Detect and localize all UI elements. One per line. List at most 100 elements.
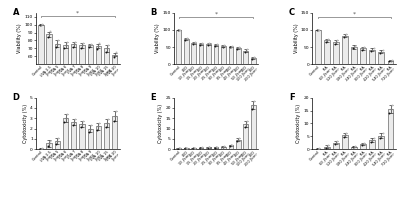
Point [370,47,377,50]
Bar [324,40,330,64]
Point [87,127,93,130]
Point [176,147,182,150]
Point [53,142,60,146]
Point [197,43,203,47]
Point [70,45,76,49]
Bar [236,48,241,64]
Point [88,124,94,127]
Bar [199,148,204,149]
Point [86,130,92,133]
Point [221,43,228,47]
Point [249,57,256,60]
Bar [315,30,321,64]
Point [325,37,331,40]
Point [190,41,197,45]
Bar [244,124,248,149]
Point [386,60,392,63]
Point [316,147,322,150]
Bar [214,147,218,149]
Point [250,103,256,106]
Point [61,121,68,124]
Point [190,146,197,150]
Point [183,37,189,41]
Point [352,144,358,147]
Bar [38,25,44,104]
Bar [206,44,211,64]
Point [55,136,62,140]
Point [334,140,340,143]
Point [45,144,51,148]
Point [236,45,242,48]
Point [387,108,394,111]
Bar [191,43,196,64]
Point [343,33,350,36]
Point [95,125,102,128]
Point [244,120,250,123]
Point [62,117,69,120]
Point [78,46,84,49]
Point [197,146,203,150]
Point [314,28,321,32]
Bar [176,148,181,149]
Point [332,42,338,45]
Point [94,128,100,131]
Point [37,147,43,151]
Point [360,143,366,146]
Bar [63,45,68,104]
Point [359,48,365,52]
Bar [191,148,196,149]
Point [324,39,330,42]
Point [176,28,182,32]
Point [350,146,356,149]
Point [80,120,86,123]
Point [324,145,330,148]
Point [45,36,51,39]
Point [80,41,86,45]
Bar [228,145,233,149]
Bar [236,140,241,149]
Bar [112,55,118,104]
Point [37,23,43,27]
Point [235,138,242,142]
Point [96,122,103,125]
Point [228,144,234,147]
Point [378,134,385,137]
Point [361,45,368,49]
Point [46,142,52,145]
Point [214,42,220,46]
Point [64,112,70,116]
Point [249,107,256,111]
Point [70,121,77,124]
Point [205,146,212,149]
Point [79,43,85,47]
Point [351,45,357,49]
Bar [96,46,101,104]
Point [316,28,322,31]
Point [113,51,119,54]
Point [388,104,395,107]
Bar [71,122,76,149]
Bar [333,42,339,64]
Point [184,146,190,150]
Y-axis label: Viability (%): Viability (%) [18,24,22,53]
Point [341,35,347,39]
Point [39,147,45,150]
Point [220,145,227,148]
Y-axis label: Cytotoxicity (%): Cytotoxicity (%) [296,104,301,143]
Point [343,131,350,134]
Point [352,44,358,47]
Point [183,147,189,150]
Bar [369,50,375,64]
Point [204,146,211,150]
Bar [360,48,366,64]
Bar [251,105,256,149]
Point [250,56,256,60]
Point [54,139,60,142]
Point [95,44,102,48]
Point [387,59,394,62]
Point [103,122,110,125]
Point [228,45,234,48]
Point [380,48,386,52]
Point [213,145,219,149]
Text: A: A [12,8,19,17]
